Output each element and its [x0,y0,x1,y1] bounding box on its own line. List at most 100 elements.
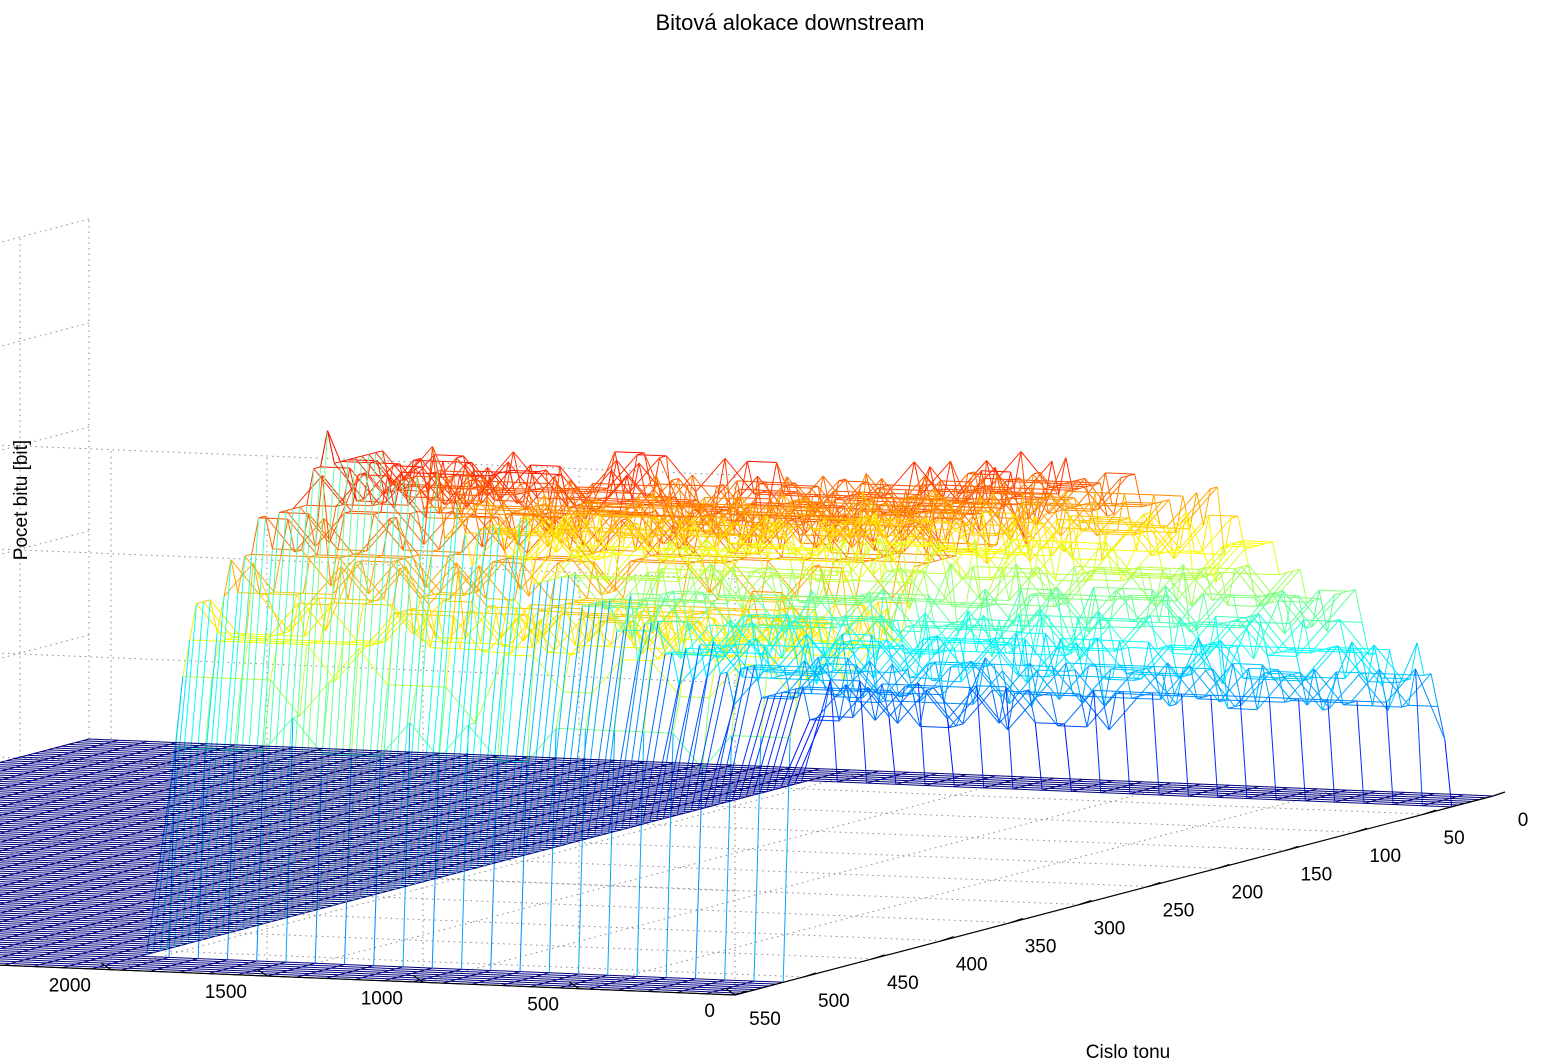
surface-edge [153,916,183,919]
surface-edge [962,481,970,519]
surface-edge [602,984,632,988]
surface-edge [607,730,616,976]
surface-edge [856,605,865,643]
surface-edge [670,620,679,654]
surface-edge [65,913,96,916]
surface-edge [738,559,768,562]
surface-edge [449,980,479,983]
surface-edge [621,517,629,521]
surface-edge [127,967,157,970]
surface-edge [60,958,90,961]
surface-edge [366,967,397,970]
surface-edge [21,871,51,874]
surface-edge [571,975,601,978]
surface-edge [45,882,75,886]
surface-edge [490,484,521,519]
surface-edge [445,615,454,688]
surface-edge [346,555,376,558]
surface-edge [447,553,455,557]
surface-edge [482,651,512,654]
surface-edge [760,596,791,599]
surface-edge [328,680,337,683]
surface-edge [704,637,734,640]
surface-edge [177,892,208,895]
surface-edge [485,980,515,983]
surface-edge [258,517,288,520]
surface-edge [182,639,191,677]
surface-edge [241,884,271,887]
surface-edge [10,963,40,966]
surface-edge [332,557,340,595]
surface-edge [107,937,137,940]
surface-edge [509,608,518,645]
surface-edge [117,917,147,920]
surface-edge [98,895,128,898]
surface-edge [115,908,146,911]
surface-edge [569,480,578,514]
surface-edge [986,460,1017,497]
surface-edge [419,458,428,492]
surface-edge [220,890,251,893]
surface-edge [788,484,819,487]
surface-edge [1065,457,1074,491]
surface-edge [186,970,216,973]
surface-edge [962,484,993,519]
surface-edge [384,491,392,495]
surface-edge [576,617,585,654]
surface-edge [238,867,268,870]
surface-edge [227,959,257,962]
surface-edge [659,978,689,982]
surface-edge [38,955,68,958]
surface-edge [708,663,739,699]
surface-edge [282,909,313,912]
surface-edge [0,883,10,885]
surface-edge [533,619,542,657]
surface-edge [38,920,68,923]
surface-edge [934,558,942,562]
surface-edge [22,951,53,954]
surface-edge [45,954,75,957]
surface-edge [747,460,777,463]
surface-edge [461,518,492,553]
surface-edge [507,983,538,986]
surface-edge [0,933,20,936]
surface-edge [72,911,103,914]
surface-edge [655,475,664,509]
surface-edge [440,974,471,977]
surface-edge [0,908,15,910]
surface-edge [115,873,146,876]
surface-edge [1051,460,1060,495]
surface-edge [136,867,166,870]
surface-edge [697,986,727,989]
surface-edge [389,516,397,520]
surface-edge [315,891,345,894]
surface-edge [669,508,700,543]
surface-edge [594,491,624,494]
surface-edge [230,559,239,593]
surface-edge [246,562,254,634]
surface-edge [708,556,717,594]
surface-edge [0,893,5,895]
surface-edge [348,874,378,877]
surface-edge [1001,497,1010,501]
surface-edge [476,973,507,976]
surface-edge [137,947,168,950]
surface-edge [236,894,266,898]
surface-edge [205,885,235,888]
surface-edge [212,919,242,922]
surface-edge [38,884,68,887]
surface-edge [12,900,42,903]
surface-edge [323,518,354,555]
surface-edge [786,476,795,510]
surface-edge [347,562,356,600]
surface-edge [327,879,357,882]
surface-edge [979,460,988,532]
surface-edge [143,901,173,904]
surface-edge [463,455,494,493]
surface-edge [444,504,475,539]
surface-edge [141,928,171,931]
surface-edge [813,609,845,681]
surface-edge [562,483,593,518]
surface-edge [376,566,407,601]
surface-edge [98,931,128,934]
